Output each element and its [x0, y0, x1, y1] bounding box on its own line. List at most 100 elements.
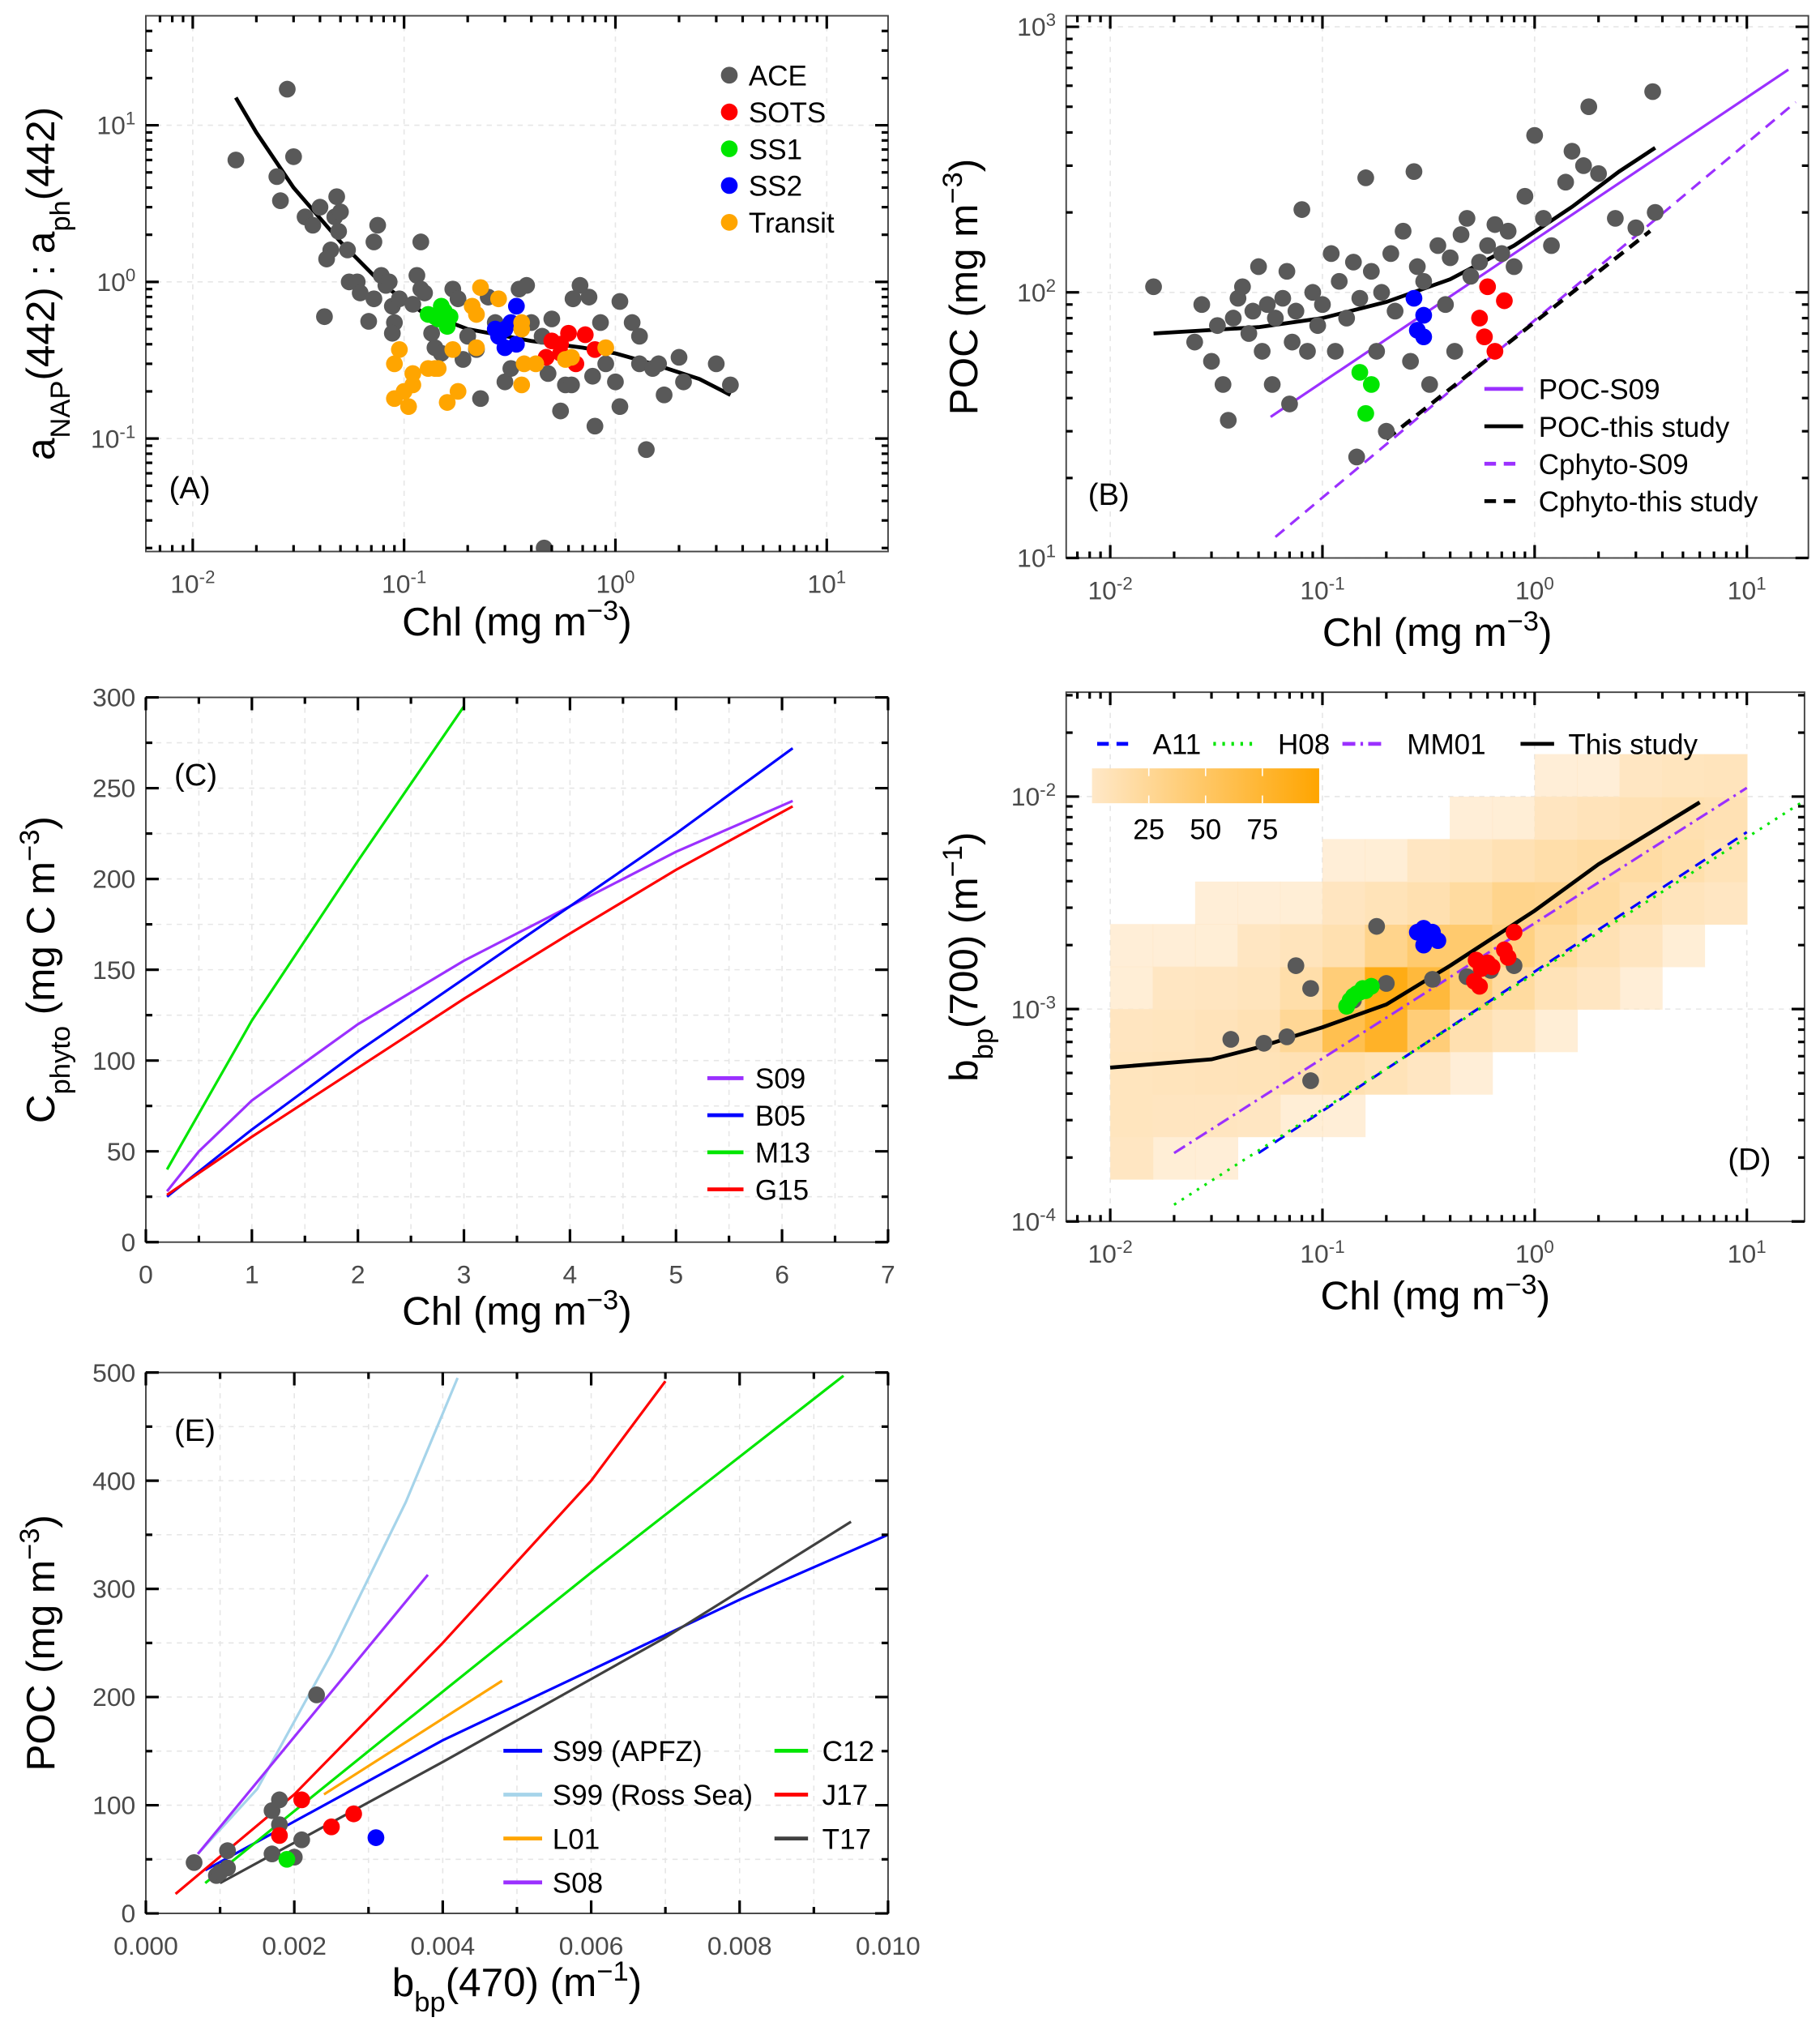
tick-base: 10 [596, 570, 625, 599]
data-point [416, 284, 434, 301]
tick-base: 10 [1087, 1239, 1116, 1268]
data-point [496, 320, 514, 338]
data-point [369, 216, 387, 234]
heatmap-cell [1450, 1009, 1493, 1053]
data-point [1258, 296, 1276, 314]
data-point [1284, 333, 1301, 351]
data-point [438, 318, 456, 336]
line-this-study [1109, 800, 1701, 1070]
heatmap-cell [1194, 1136, 1239, 1180]
tick-exponent: -1 [410, 566, 426, 587]
data-point [1278, 1028, 1296, 1045]
tick-exponent: 1 [1756, 1237, 1766, 1257]
heatmap-cell [1492, 881, 1536, 925]
data-point [539, 365, 557, 383]
x-tick-label: 10-2 [1087, 573, 1132, 605]
data-point [1535, 210, 1553, 227]
x-axis-label: Chl (mg m−3) [402, 1285, 632, 1334]
tick-exponent: 0 [126, 265, 135, 285]
data-point [1267, 310, 1284, 327]
y-tick-label: 50 [107, 1137, 135, 1166]
legend-label: H08 [1278, 729, 1330, 761]
data-point [423, 324, 441, 342]
panel-label: (B) [1088, 477, 1130, 512]
legend: POC-S09 POC-this study Cphyto-S09 Cphyto-th… [1484, 374, 1758, 518]
data-point [1574, 157, 1592, 174]
data-point [1368, 343, 1386, 360]
data-point [1250, 258, 1267, 276]
data-point [1293, 201, 1310, 218]
x-axis-label: Chl (mg m−3) [1322, 606, 1553, 655]
heatmap-cell [1661, 924, 1706, 968]
data-point [1437, 296, 1455, 314]
y-tick-label: 100 [92, 1046, 135, 1075]
y-tick-label: 150 [92, 955, 135, 985]
x-tick-label: 100 [1515, 1237, 1554, 1269]
heatmap-cell [1194, 966, 1239, 1010]
heatmap-cell [1619, 754, 1663, 797]
x-tick-label: 101 [807, 566, 846, 599]
tick-base: 10 [1728, 1239, 1756, 1268]
heatmap [1110, 754, 1748, 1180]
y-tick-label: 10-3 [1011, 992, 1056, 1024]
legend-label: ACE [749, 60, 807, 92]
data-point [630, 355, 648, 373]
data-point [391, 340, 408, 358]
heatmap-cell [1152, 924, 1196, 968]
legend-label: MM01 [1407, 729, 1485, 761]
data-point [607, 373, 624, 391]
label-text: ) [19, 816, 63, 829]
data-point [513, 320, 531, 338]
x-axis-label: Chl (mg m−3) [1321, 1270, 1551, 1319]
grid [145, 15, 888, 552]
data-point [331, 203, 349, 220]
x-axis-label: Chl (mg m−3) [402, 596, 632, 644]
data-point [670, 348, 688, 366]
data-point [279, 80, 296, 98]
data-point [1607, 210, 1624, 227]
heatmap-cell [1407, 881, 1450, 925]
data-point [1145, 278, 1162, 296]
data-point [489, 290, 507, 308]
tick-base: 10 [1017, 278, 1045, 307]
data-point [367, 1829, 385, 1846]
y-tick-label: 103 [1017, 10, 1056, 41]
heatmap-cell [1619, 924, 1663, 968]
heatmap-cell [1450, 796, 1493, 840]
ticks [1066, 15, 1809, 560]
tick-base: 10 [1017, 12, 1045, 41]
legend-label: SOTS [749, 97, 826, 129]
data-point [586, 417, 604, 435]
data-point [1255, 1035, 1273, 1052]
data-point [1254, 343, 1271, 360]
ticks [144, 1371, 890, 1915]
label-text: Chl (mg m [402, 600, 587, 644]
label-subscript: bp [968, 1028, 999, 1059]
data-point [219, 1859, 237, 1877]
y-tick-label: 200 [92, 1682, 135, 1712]
data-point [1395, 222, 1412, 240]
heatmap-cell [1194, 1093, 1239, 1138]
label-text: POC (mg m [19, 1560, 63, 1772]
x-tick-label: 10-1 [382, 566, 426, 599]
colorbar-tick-label: 50 [1190, 814, 1221, 846]
data-point [571, 276, 589, 294]
data-point [583, 367, 601, 385]
y-axis-label: aNAP(442) : aph(442) [19, 107, 76, 460]
data-point [1331, 272, 1348, 290]
line-g15 [166, 805, 793, 1196]
data-point [518, 276, 536, 294]
data-point [1281, 395, 1298, 412]
label-text: ) [618, 600, 631, 644]
data-point [1309, 317, 1327, 335]
data-point [1348, 448, 1365, 466]
label-subscript: NAP [45, 381, 76, 438]
legend-marker [720, 213, 738, 231]
legend: A11 H08 MM01 This study 25 50 75 [1092, 729, 1698, 846]
label-text: (442) : a [19, 231, 63, 380]
line-s99-ross-sea- [197, 1377, 459, 1855]
legend-label: Transit [749, 207, 835, 239]
data-point [318, 250, 335, 267]
data-point [399, 398, 417, 416]
y-tick-label: 300 [92, 683, 135, 712]
